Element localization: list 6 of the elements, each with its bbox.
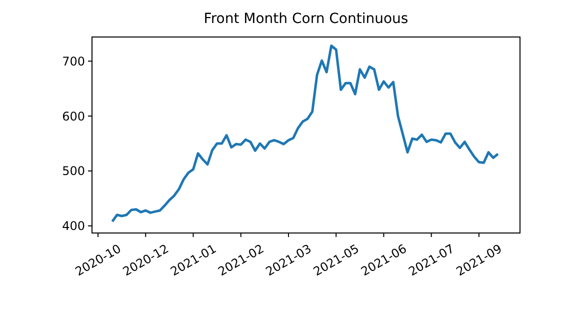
y-tick-label: 600 [62, 109, 85, 124]
y-tick-label: 700 [62, 54, 85, 68]
y-tick-label: 500 [62, 164, 85, 178]
y-tick-label: 400 [62, 219, 85, 234]
chart-title: Front Month Corn Continuous [204, 11, 408, 27]
line-series [111, 44, 500, 223]
